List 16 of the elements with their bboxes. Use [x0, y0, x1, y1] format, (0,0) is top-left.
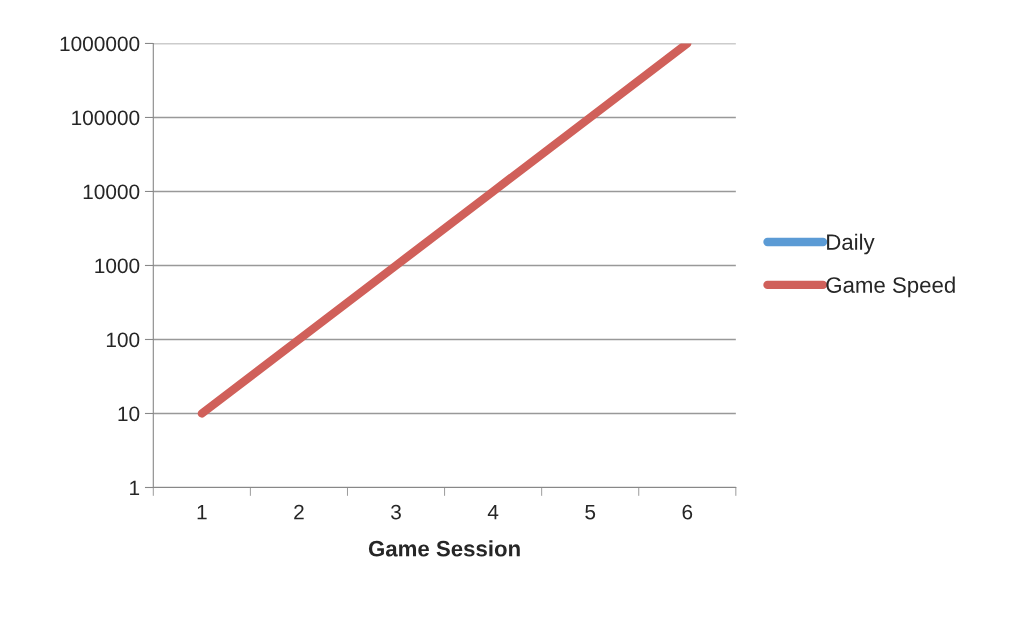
x-axis-title: Game Session: [368, 540, 520, 557]
x-tick-label: 2: [294, 504, 304, 520]
x-tick-label: 6: [682, 504, 693, 520]
x-tick-label: 4: [487, 504, 499, 520]
y-tick-label: 100000: [72, 110, 140, 126]
y-tick-label: 100: [106, 332, 140, 348]
x-tick-label: 1: [197, 504, 207, 520]
legend-label: Daily: [827, 233, 875, 255]
y-tick-label: 1000000: [60, 36, 140, 52]
y-tick-label: 10000: [83, 184, 140, 200]
y-tick-label: 10: [118, 406, 140, 422]
legend-label: Game Speed: [826, 276, 955, 298]
x-tick-label: 5: [585, 504, 596, 520]
x-tick-label: 3: [391, 504, 401, 520]
y-tick-label: 1: [130, 480, 140, 496]
y-tick-label: 1000: [95, 258, 140, 274]
